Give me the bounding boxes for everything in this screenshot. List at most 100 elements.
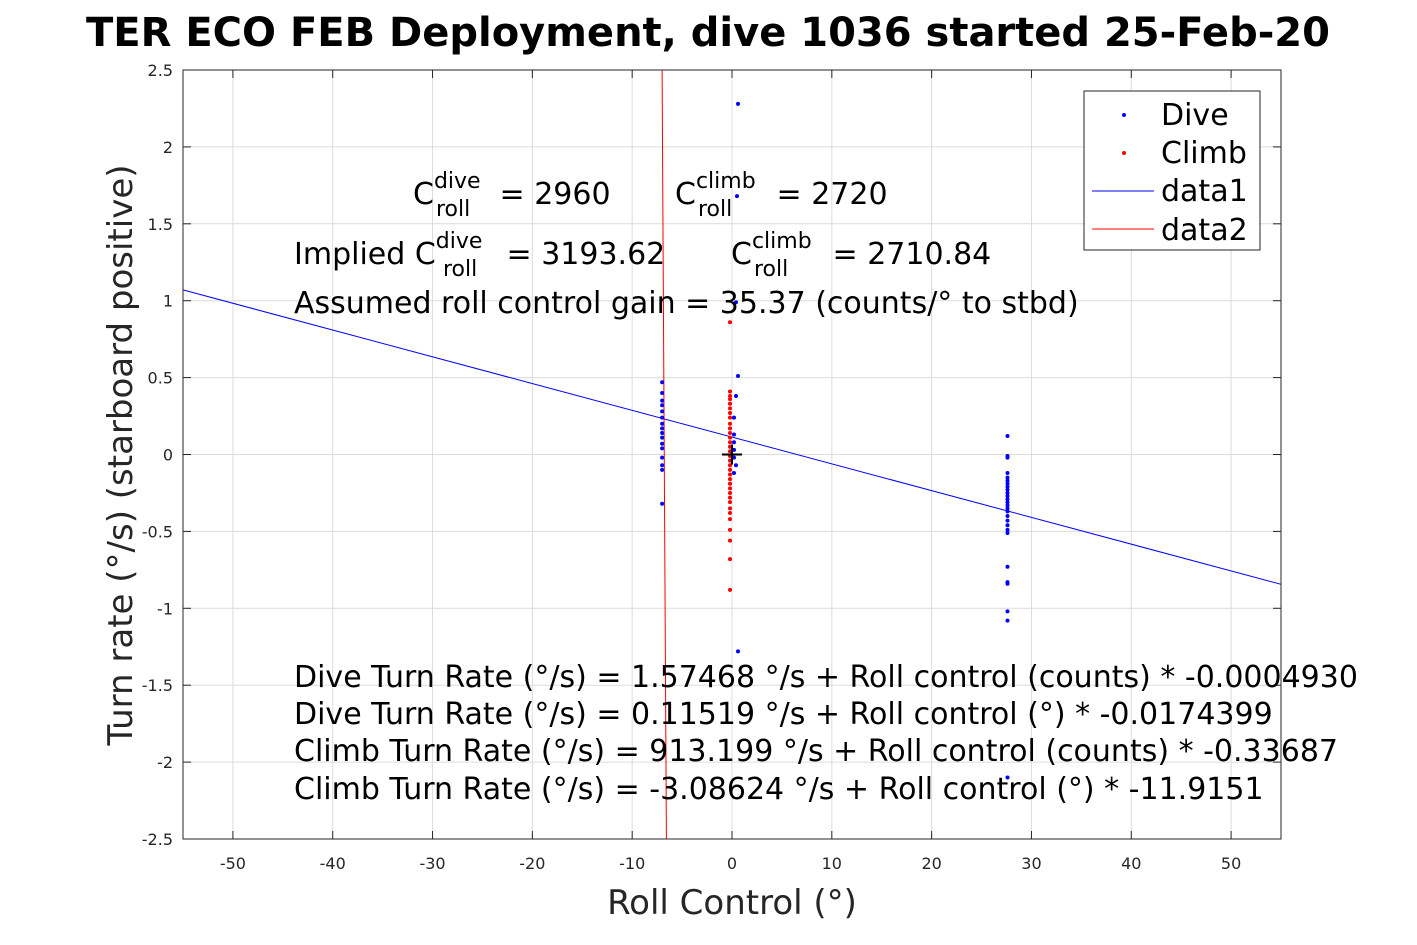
point-climb [728, 394, 733, 399]
point-climb [728, 467, 733, 472]
y-tick-label: 2.5 [148, 61, 173, 80]
equation-dive-counts: Dive Turn Rate (°/s) = 1.57468 °/s + Rol… [294, 660, 1358, 695]
plot-frame [182, 69, 1282, 840]
y-tick-label: -0.5 [142, 522, 173, 541]
point-dive [660, 398, 665, 403]
point-dive [660, 446, 665, 451]
point-climb [728, 389, 733, 394]
x-tick-label: 10 [822, 854, 842, 873]
point-climb [728, 490, 733, 495]
point-dive [731, 440, 736, 445]
fit-line-data2 [661, 69, 667, 840]
point-dive [1005, 500, 1010, 505]
c-roll-climb-base: C [675, 177, 696, 212]
c-roll-dive-sup: dive [434, 169, 481, 194]
point-dive [660, 415, 665, 420]
y-tick-label: -1.5 [142, 676, 173, 695]
point-dive [1005, 509, 1010, 514]
point-dive [660, 467, 665, 472]
point-climb [728, 587, 733, 592]
equation-dive-degrees: Dive Turn Rate (°/s) = 0.11519 °/s + Rol… [294, 697, 1273, 732]
y-tick-label: 0 [163, 446, 173, 465]
point-dive [1005, 487, 1010, 492]
point-dive [731, 415, 736, 420]
implied-climb-value: = 2710.84 [823, 237, 991, 272]
point-dive [733, 300, 738, 305]
equation-climb-degrees: Climb Turn Rate (°/s) = -3.08624 °/s + R… [294, 772, 1264, 807]
legend-dive-marker [1122, 113, 1126, 117]
point-climb [728, 415, 733, 420]
y-tick-label: 1 [163, 292, 173, 311]
point-dive [1005, 609, 1010, 614]
legend: Dive Climb data1 data2 [1083, 90, 1261, 251]
point-climb [728, 477, 733, 482]
point-dive [660, 403, 665, 408]
point-dive [735, 374, 740, 379]
c-roll-dive-base: C [413, 177, 434, 212]
point-dive [1005, 506, 1010, 511]
point-climb [728, 527, 733, 532]
x-axis-label: Roll Control (°) [607, 883, 857, 923]
point-climb [728, 406, 733, 411]
point-dive [1005, 494, 1010, 499]
x-tick-label: 20 [921, 854, 941, 873]
c-roll-climb-annotation: Cclimb roll = 2720 [675, 169, 888, 222]
point-climb [728, 410, 733, 415]
point-dive [660, 455, 665, 460]
point-dive [1005, 497, 1010, 502]
y-tick-label: -2 [157, 753, 173, 772]
legend-climb-label: Climb [1161, 136, 1247, 171]
point-dive [660, 409, 665, 414]
point-dive [1005, 475, 1010, 480]
point-climb [728, 440, 733, 445]
point-dive [1005, 514, 1010, 519]
point-climb [728, 401, 733, 406]
legend-data1-label: data1 [1161, 174, 1248, 209]
point-climb [728, 486, 733, 491]
point-dive [660, 501, 665, 506]
y-tick-label: 0.5 [148, 369, 173, 388]
point-climb [728, 557, 733, 562]
point-dive [1005, 581, 1010, 586]
point-dive [733, 394, 738, 399]
axis-ticks: -50 -40 -30 -20 -10 0 10 20 30 40 50-2.5-2-1.5-1-0… [142, 61, 1281, 873]
point-dive [1005, 490, 1010, 495]
x-tick-label: 40 [1121, 854, 1141, 873]
point-dive [1005, 618, 1010, 623]
x-tick-label: -30 [419, 854, 445, 873]
point-climb [728, 517, 733, 522]
point-dive [1005, 518, 1010, 523]
point-climb [728, 481, 733, 486]
implied-climb-base: C [731, 237, 752, 272]
implied-climb-annotation: Cclimb roll = 2710.84 [731, 229, 991, 282]
point-climb [728, 426, 733, 431]
point-climb [728, 421, 733, 426]
x-tick-label: -50 [220, 854, 246, 873]
point-dive [660, 435, 665, 440]
point-dive [735, 101, 740, 106]
point-dive [1005, 478, 1010, 483]
implied-dive-value: = 3193.62 [497, 237, 665, 272]
point-dive [1005, 470, 1010, 475]
x-tick-label: 0 [727, 854, 737, 873]
point-dive [733, 463, 738, 468]
implied-dive-sup: dive [436, 229, 483, 254]
c-roll-dive-value: = 2960 [490, 177, 611, 212]
point-climb [728, 510, 733, 515]
legend-climb-marker [1122, 151, 1126, 155]
legend-data2-label: data2 [1161, 213, 1248, 248]
point-dive [1005, 481, 1010, 486]
y-tick-label: 1.5 [148, 215, 173, 234]
c-roll-dive-annotation: Cdive roll = 2960 [413, 169, 611, 222]
fit-line-data1 [182, 289, 1282, 585]
point-climb [728, 538, 733, 543]
y-tick-label: 2 [163, 138, 173, 157]
point-dive [1005, 503, 1010, 508]
origin-marker [722, 444, 742, 465]
x-tick-label: 30 [1021, 854, 1041, 873]
y-tick-label: -2.5 [142, 830, 173, 849]
point-dive [731, 432, 736, 437]
point-dive [731, 470, 736, 475]
point-dive [1005, 455, 1010, 460]
